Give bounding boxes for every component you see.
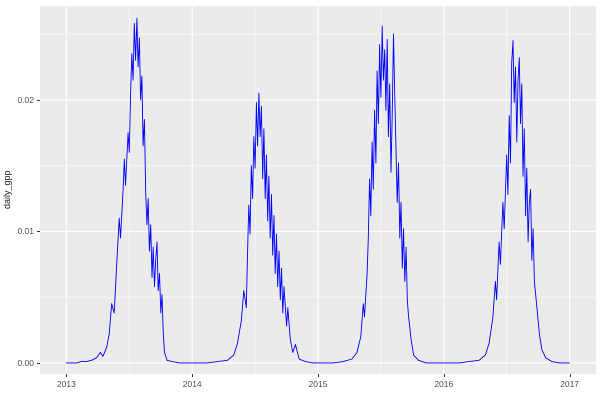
y-tick-label: 0.00 <box>17 357 34 368</box>
y-axis-tick <box>37 362 40 364</box>
x-tick-label: 2016 <box>434 379 454 389</box>
y-axis-tick <box>37 231 40 233</box>
y-tick-label: 0.02 <box>17 94 34 105</box>
x-axis-tick <box>192 374 194 377</box>
x-tick-label: 2015 <box>308 379 328 389</box>
y-axis-title: daily_gpp <box>2 170 12 210</box>
y-axis-tick <box>37 99 40 101</box>
x-axis-tick <box>318 374 319 377</box>
x-tick-label: 2013 <box>56 379 76 389</box>
plot-area-svg <box>40 6 596 374</box>
plot-panel <box>40 6 596 374</box>
y-tick-label: 0.01 <box>17 226 34 237</box>
gpp-line-series <box>65 17 571 364</box>
x-axis-tick <box>443 374 445 377</box>
x-tick-label: 2014 <box>182 379 202 389</box>
x-axis-tick <box>569 374 571 377</box>
x-axis-tick <box>66 374 68 377</box>
x-tick-label: 2017 <box>560 379 580 389</box>
